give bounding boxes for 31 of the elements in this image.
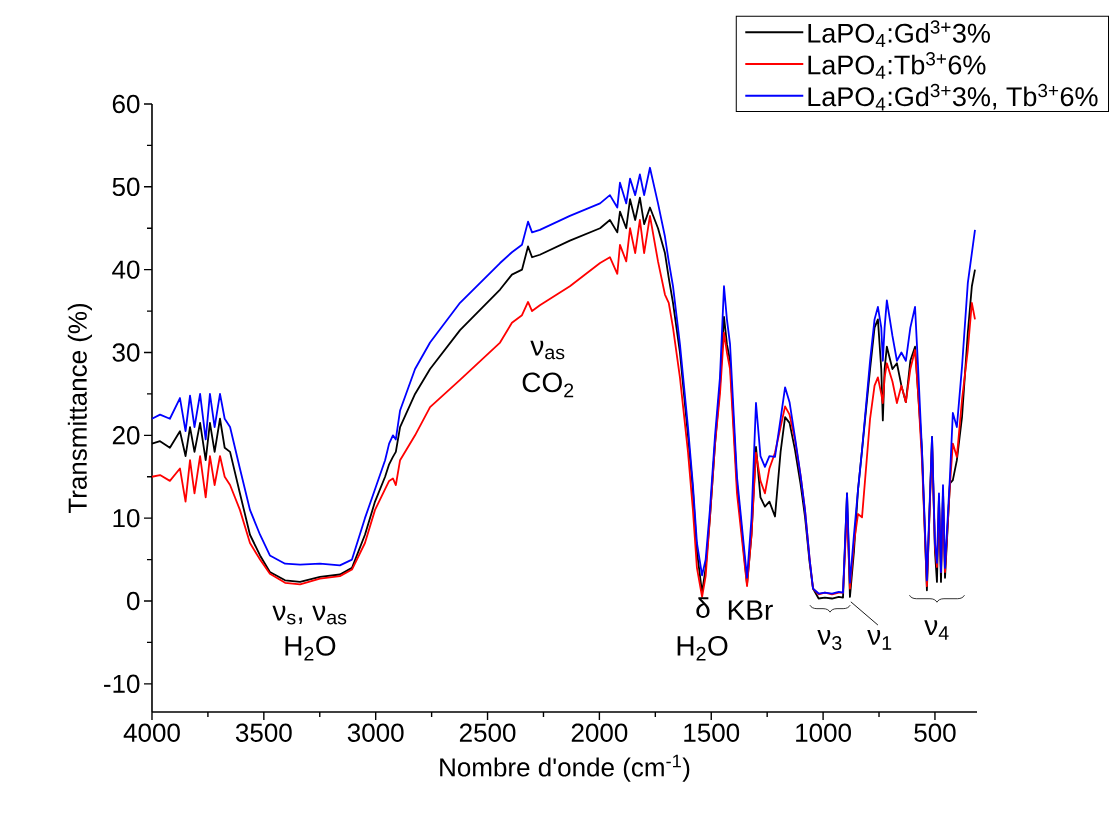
y-tick-label: 20 — [112, 426, 140, 445]
y-tick-label: 40 — [112, 260, 140, 279]
x-tick-label: 2500 — [459, 723, 516, 742]
y-tick-label: 10 — [113, 508, 140, 528]
y-axis-title: Transmittance (%) — [67, 303, 93, 514]
x-tick-label: 1000 — [796, 723, 851, 742]
annotation: δ — [696, 597, 710, 618]
legend-label: LaPO$_{4}$:Gd$^{3+}$3%, Tb$^{3+}$6% — [808, 83, 1098, 111]
annotation: ν$_{s}$, ν$_{as}$ — [272, 605, 347, 625]
annotation: ν$_{1}$ — [867, 630, 892, 650]
x-axis-title: Nombre d'onde (cm$^{-1}$) — [440, 754, 690, 782]
y-tick-label: 60 — [112, 94, 140, 114]
y-tick-label: 30 — [112, 343, 140, 362]
annotation: ν$_{3}$ — [817, 629, 842, 650]
x-tick-label: 3500 — [235, 723, 292, 742]
annotation: ν$_{4}$ — [924, 620, 949, 640]
x-tick-label: 3000 — [347, 723, 404, 742]
y-tick-label: 50 — [112, 177, 140, 197]
x-tick-label: 4000 — [123, 723, 180, 742]
annotation: KBr — [728, 600, 773, 620]
annotation: CO$_{2}$ — [522, 372, 574, 398]
legend-label: LaPO$_{4}$:Gd$^{3+}$3% — [808, 20, 990, 47]
annotation: ν$_{as}$ — [530, 340, 565, 360]
x-tick-label: 1500 — [684, 723, 740, 742]
legend-label: LaPO$_{4}$:Tb$^{3+}$6% — [808, 52, 986, 79]
y-tick-label: -10 — [104, 674, 140, 694]
annotation: H$_{2}$O — [285, 635, 336, 661]
annotation: H$_{2}$O — [677, 635, 728, 661]
y-tick-label: 0 — [127, 591, 140, 611]
x-tick-label: 500 — [914, 723, 956, 742]
x-tick-label: 2000 — [571, 723, 628, 742]
